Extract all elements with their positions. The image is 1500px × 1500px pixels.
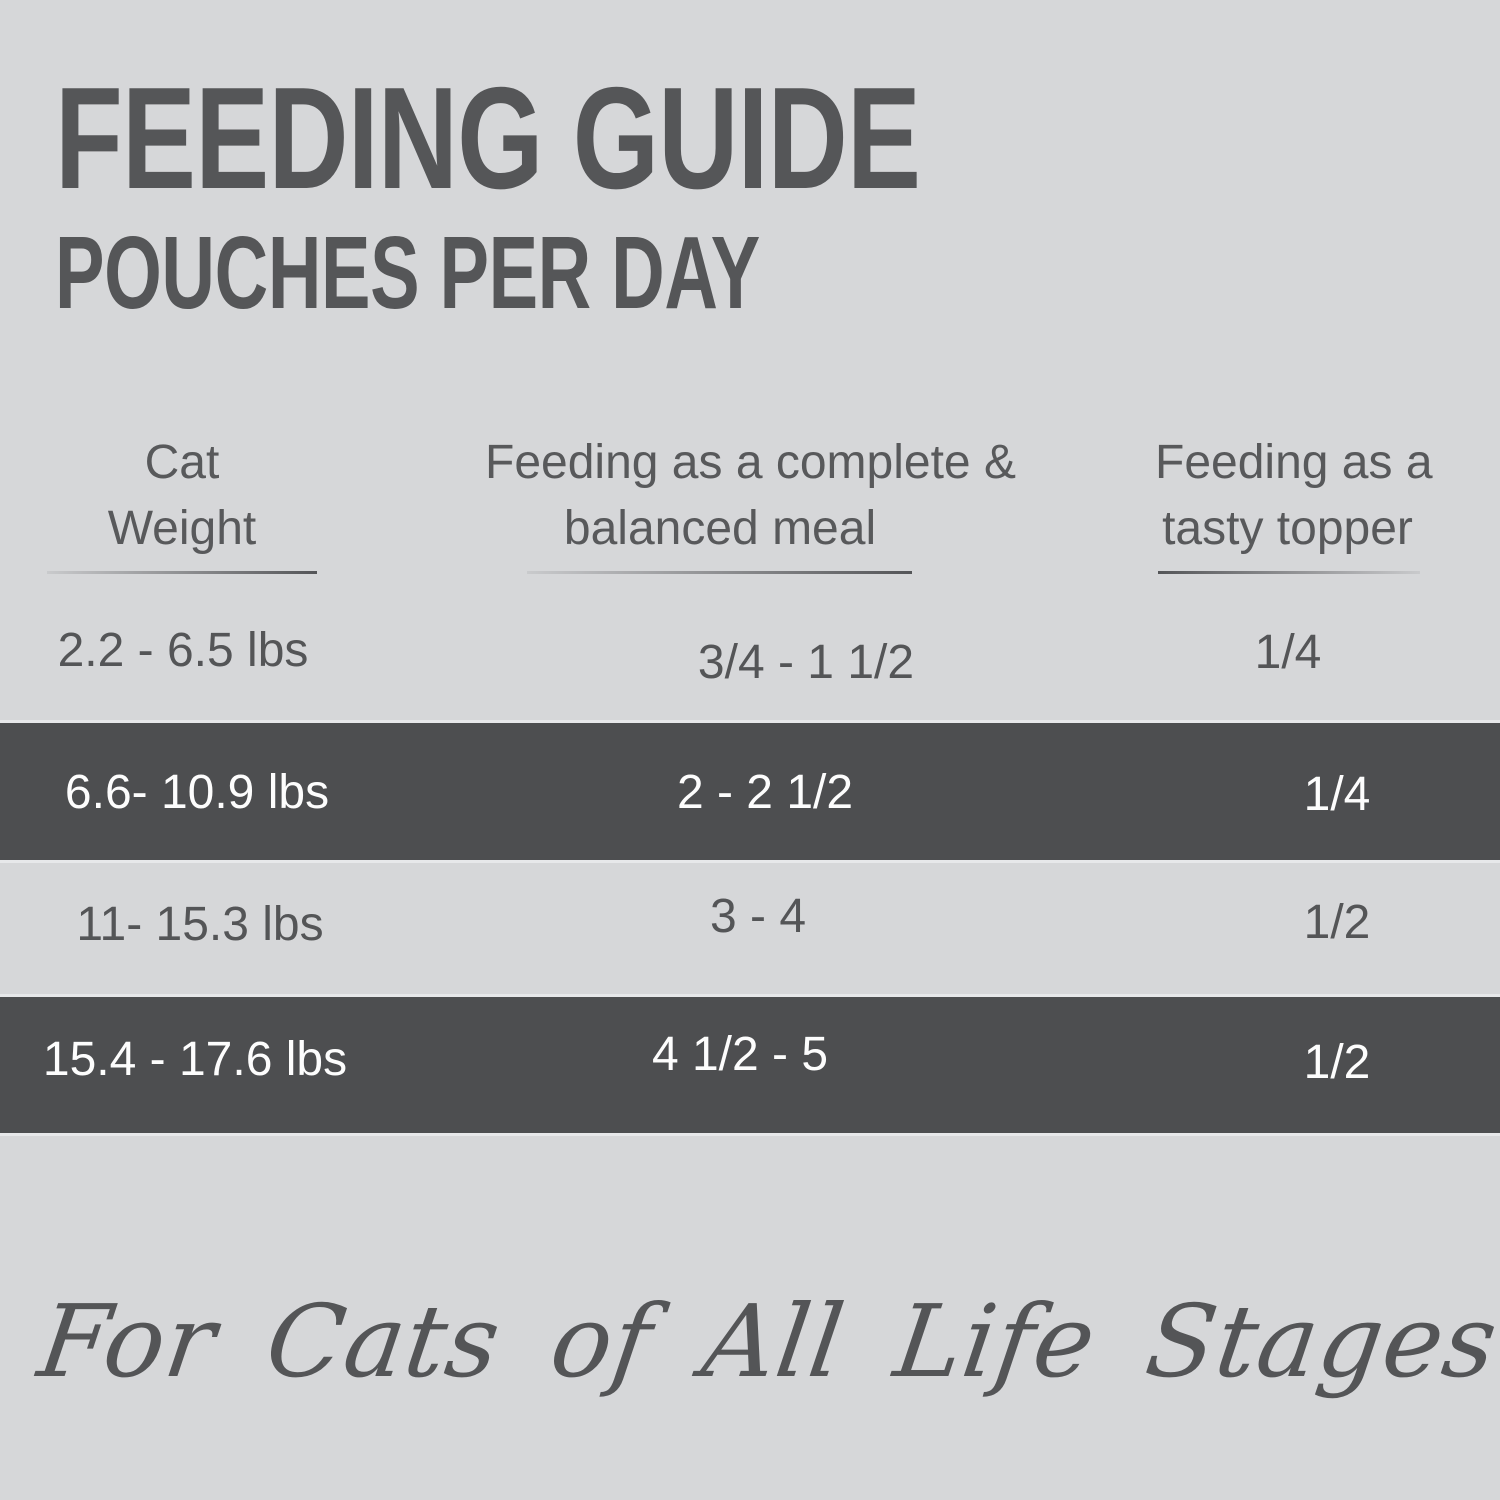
cell-topper: 1/4 [1254,626,1322,679]
cell-weight: 15.4 - 17.6 lbs [42,1033,348,1086]
cell-topper: 1/2 [1303,896,1371,949]
cell-weight: 2.2 - 6.5 lbs [57,624,309,677]
cell-topper: 1/2 [1303,1036,1371,1089]
column-header-line: Cat [144,436,220,489]
column-header-line: balanced meal [563,502,877,555]
cell-weight: 6.6- 10.9 lbs [64,766,330,819]
cell-meal: 3 - 4 [709,890,807,943]
page-title: FEEDING GUIDE [55,57,921,219]
cell-meal: 3/4 - 1 1/2 [697,636,915,689]
header-underline [527,571,912,574]
column-header-cat-weight: Cat Weight [47,430,317,562]
cell-topper: 1/4 [1303,768,1371,821]
page-subtitle: POUCHES PER DAY [55,215,760,330]
header-underline [1158,571,1420,574]
highlight-band [0,997,1500,1133]
column-header-line: Weight [107,502,257,555]
column-header-line: Feeding as a complete & [485,436,1016,489]
cell-meal: 2 - 2 1/2 [676,766,854,819]
header-underline [47,571,317,574]
column-header-line: tasty topper [1162,502,1413,555]
column-header-line: Feeding as a [1155,436,1433,489]
life-stages-tagline: For Cats of All Life Stages [31,1283,1500,1400]
cell-weight: 11- 15.3 lbs [76,898,324,951]
highlight-band [0,723,1500,860]
column-header-tasty-topper: Feeding as a tasty topper [1155,430,1433,562]
column-header-complete-meal: Feeding as a complete & balanced meal [485,430,1016,562]
cell-meal: 4 1/2 - 5 [651,1028,829,1081]
